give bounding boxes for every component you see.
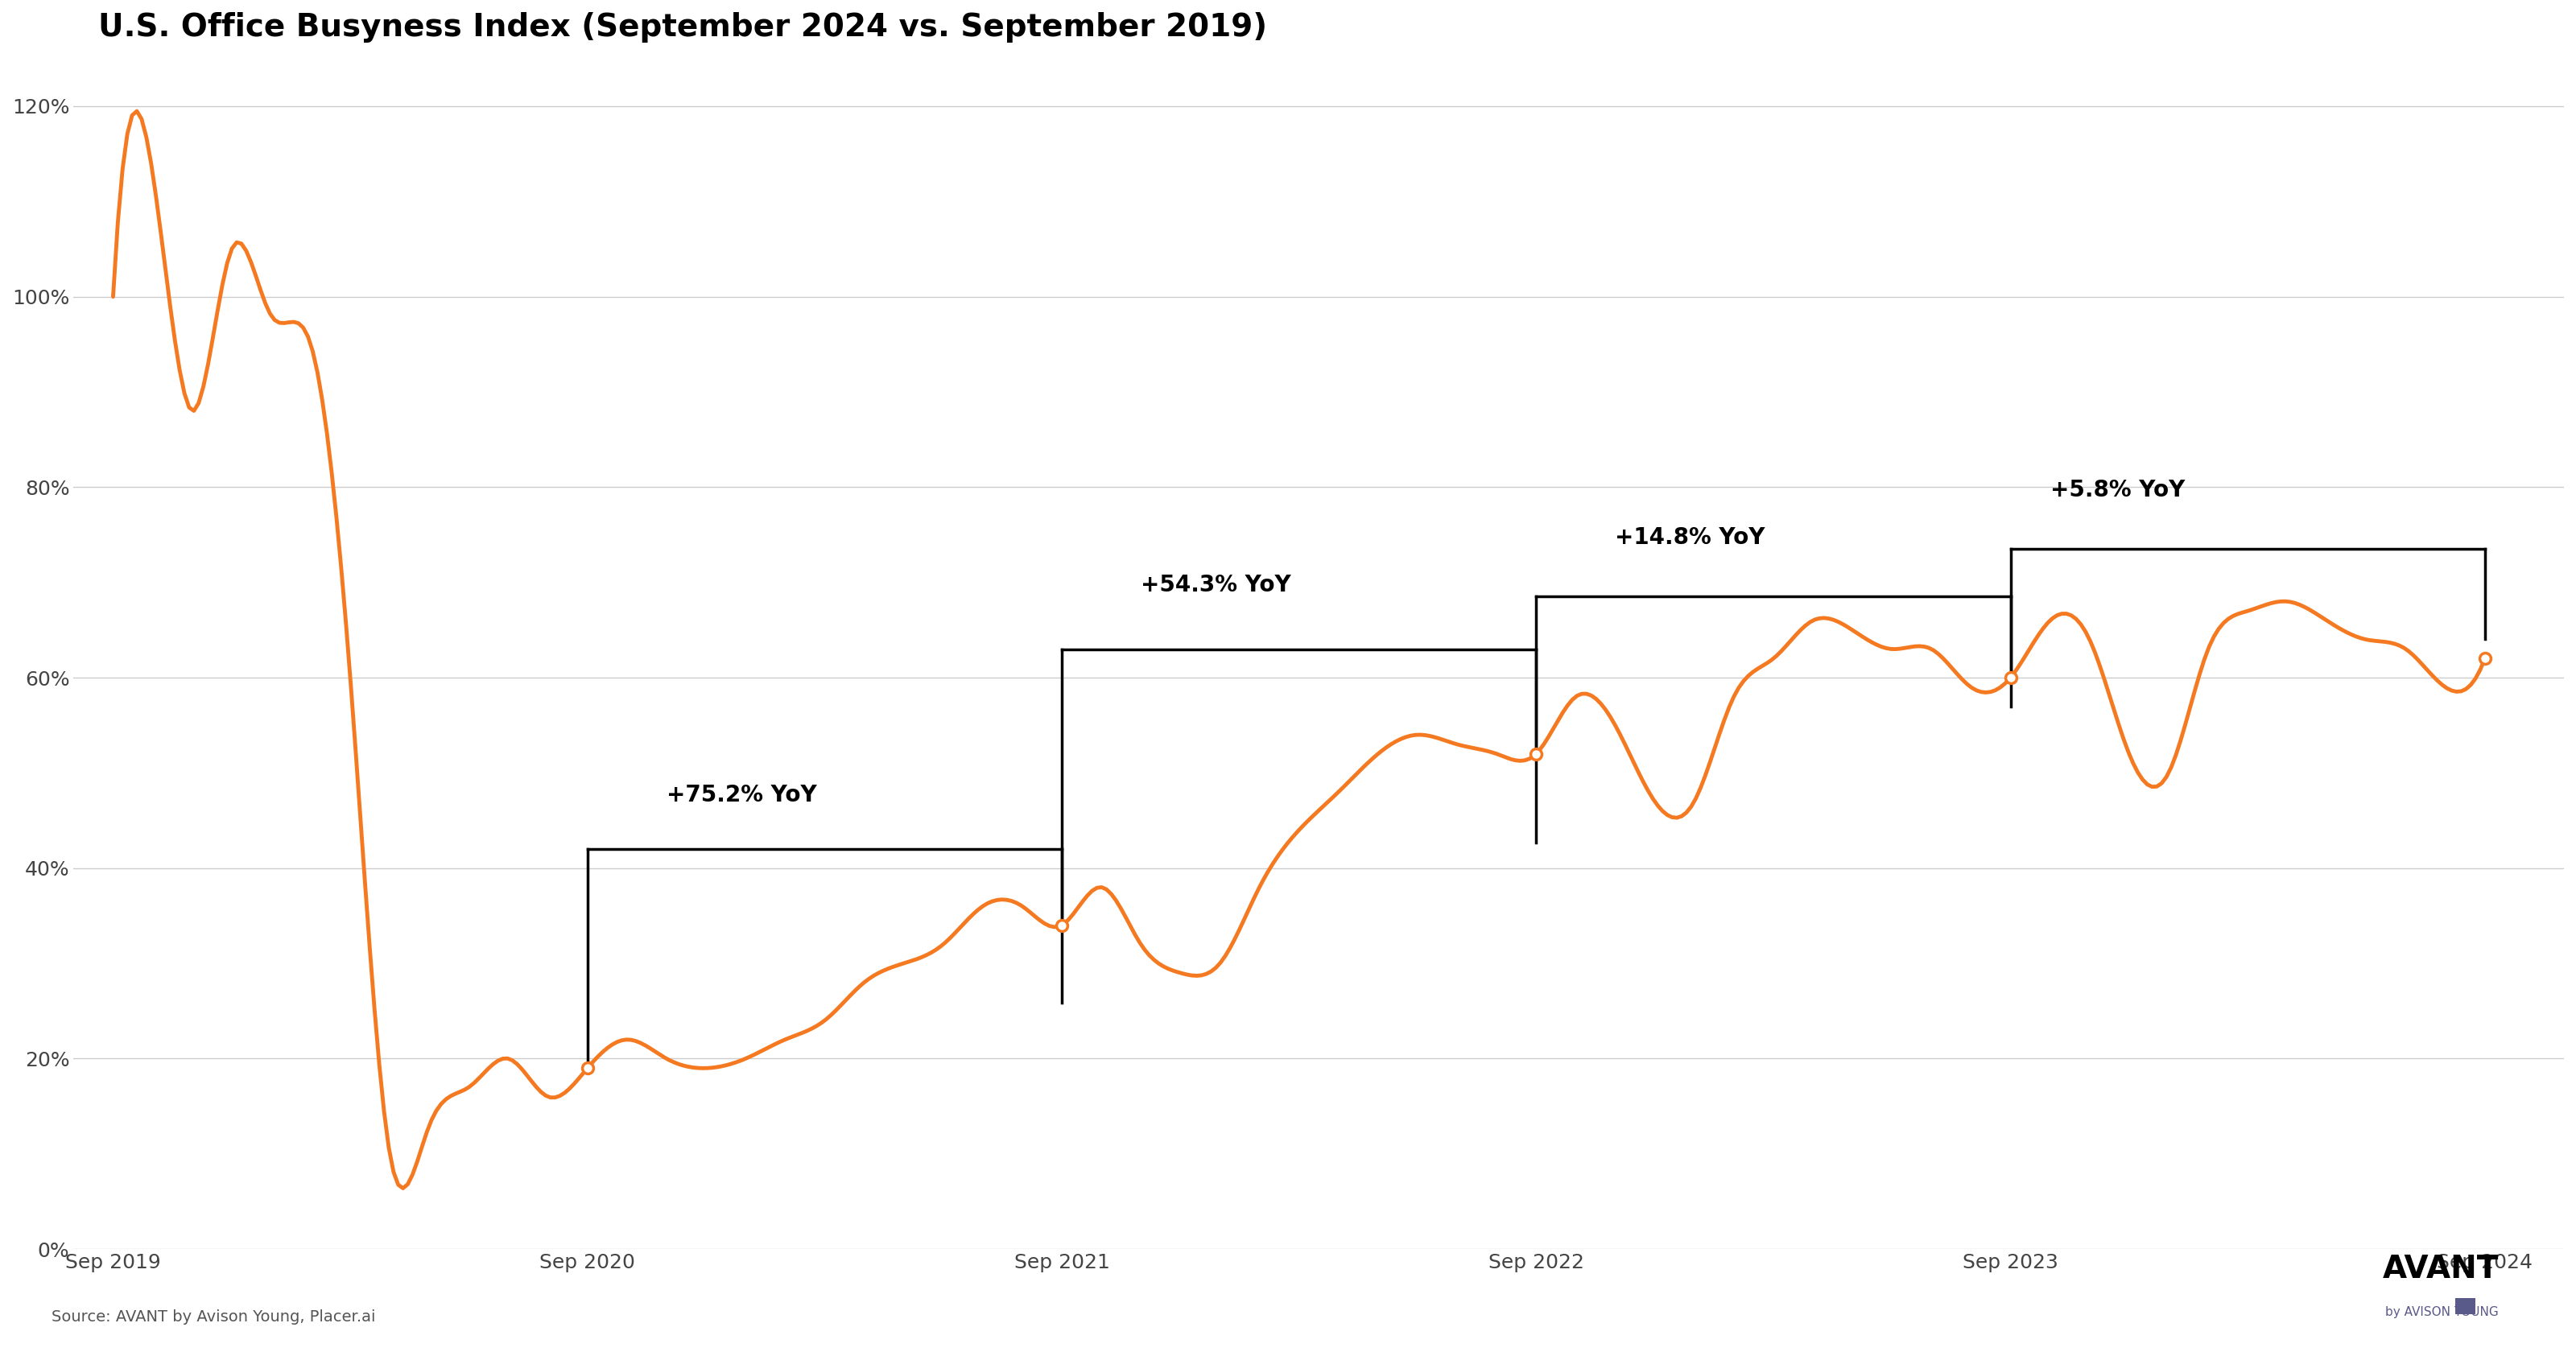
Text: +14.8% YoY: +14.8% YoY [1615, 526, 1765, 549]
Text: +54.3% YoY: +54.3% YoY [1141, 575, 1291, 596]
Text: U.S. Office Busyness Index (September 2024 vs. September 2019): U.S. Office Busyness Index (September 20… [98, 12, 1267, 43]
Text: +5.8% YoY: +5.8% YoY [2050, 479, 2184, 502]
Text: Source: AVANT by Avison Young, Placer.ai: Source: AVANT by Avison Young, Placer.ai [52, 1310, 376, 1325]
Text: +75.2% YoY: +75.2% YoY [667, 784, 817, 806]
Text: by AVISON YOUNG: by AVISON YOUNG [2385, 1306, 2499, 1318]
Text: AVANT: AVANT [2383, 1253, 2499, 1284]
